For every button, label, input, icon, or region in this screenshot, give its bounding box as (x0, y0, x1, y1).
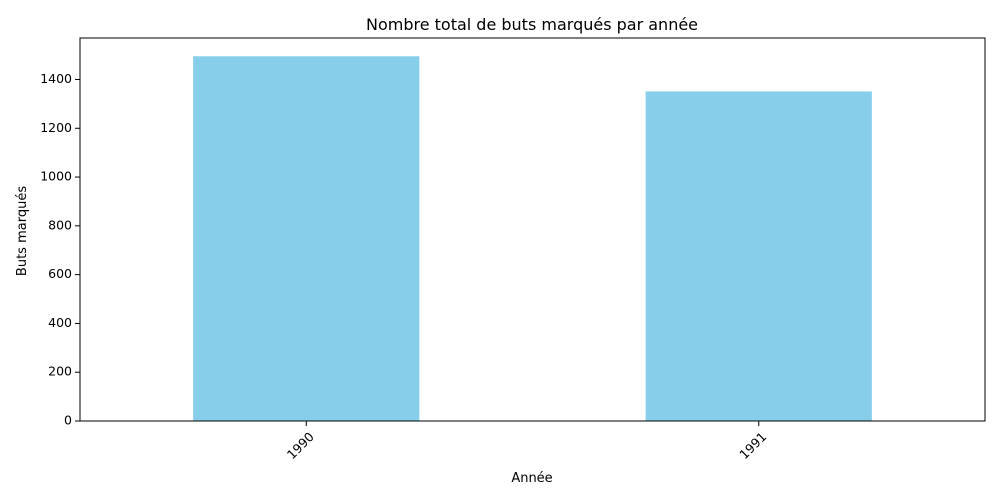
bars-group (193, 56, 872, 422)
y-axis-ticks: 0 200 400 600 800 1000 1200 1400 (40, 71, 80, 428)
y-tick-label-1400: 1400 (40, 71, 72, 86)
x-axis-label: Année (511, 471, 552, 486)
y-tick-label-1000: 1000 (40, 169, 72, 184)
bar-1990 (193, 56, 420, 422)
plot-frame (79, 37, 986, 422)
y-axis-label: Buts marqués (15, 186, 30, 276)
y-tick-label-0: 0 (64, 413, 72, 428)
chart-title: Nombre total de buts marqués par année (366, 15, 698, 34)
y-tick-label-400: 400 (48, 315, 72, 330)
x-tick-label-1991: 1991 (736, 429, 769, 462)
y-tick-label-200: 200 (48, 364, 72, 379)
y-tick-label-600: 600 (48, 266, 72, 281)
y-tick-label-1200: 1200 (40, 120, 72, 135)
x-tick-label-1990: 1990 (284, 429, 317, 462)
y-tick-label-800: 800 (48, 217, 72, 232)
bar-1991 (645, 91, 872, 422)
x-axis-ticks: 1990 1991 (284, 421, 769, 462)
